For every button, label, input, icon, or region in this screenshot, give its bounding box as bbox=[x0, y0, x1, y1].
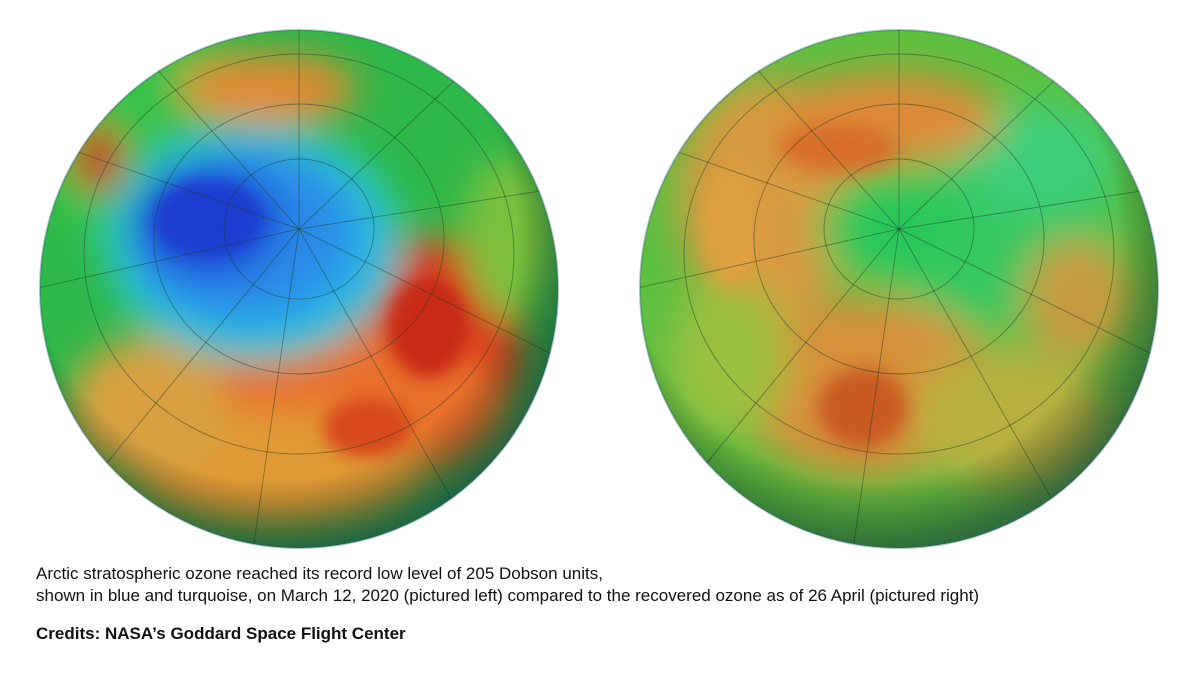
ozone-map-right bbox=[638, 28, 1160, 550]
ozone-globe-april bbox=[639, 29, 1159, 549]
caption-line-2: shown in blue and turquoise, on March 12… bbox=[36, 586, 980, 605]
image-caption: Arctic stratospheric ozone reached its r… bbox=[36, 563, 1166, 607]
ozone-globe-march bbox=[39, 29, 559, 549]
image-credits: Credits: NASA’s Goddard Space Flight Cen… bbox=[36, 624, 406, 643]
ozone-map-left bbox=[38, 28, 560, 550]
caption-line-1: Arctic stratospheric ozone reached its r… bbox=[36, 564, 603, 583]
